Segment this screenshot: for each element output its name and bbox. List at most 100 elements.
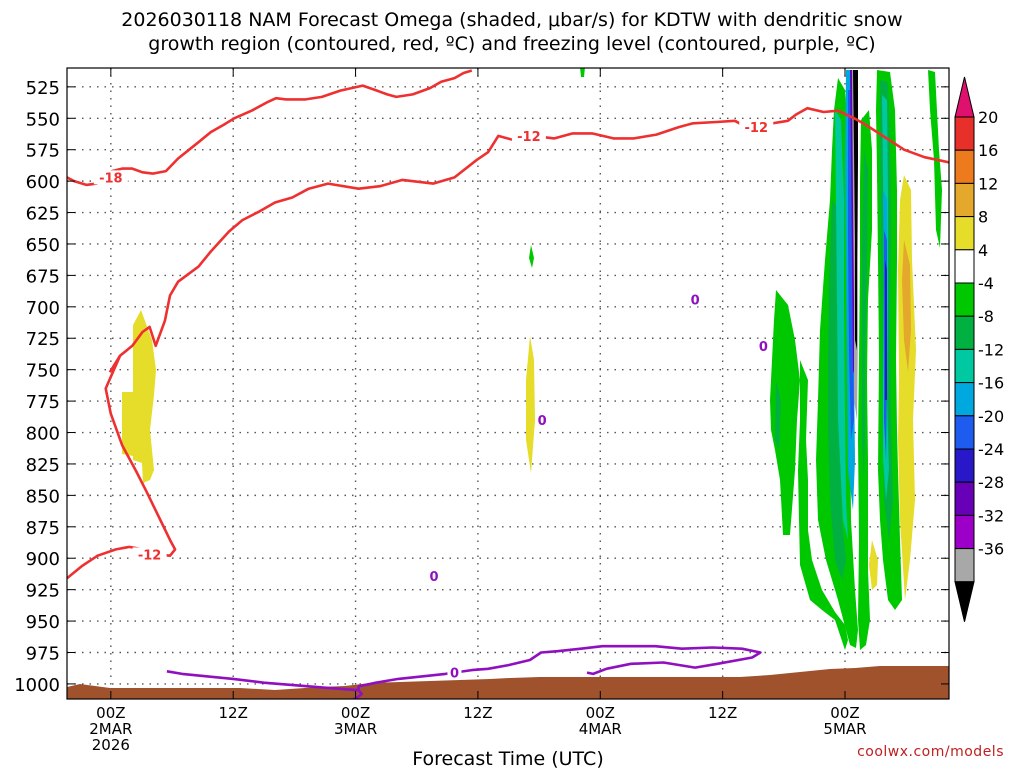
omega-positive-region xyxy=(869,540,878,590)
colorbar-segment xyxy=(954,448,975,483)
omega-positive-region xyxy=(902,240,911,372)
colorbar-segment xyxy=(954,315,975,350)
contour-lines xyxy=(67,69,949,699)
contour-series-3 xyxy=(357,644,762,691)
colorbar-label: 4 xyxy=(978,241,988,260)
contour-series-0 xyxy=(67,69,473,187)
colorbar-label: -36 xyxy=(978,540,1004,559)
contour-label-background xyxy=(535,412,550,427)
colorbar-segment xyxy=(954,116,975,151)
colorbar-label: 16 xyxy=(978,141,998,160)
y-axis: 525 550 575 600 625 650 675 700 725 750 775 800 825 8… xyxy=(14,78,949,696)
y-tick-label: 700 xyxy=(26,298,60,319)
x-tick-label: 00Z xyxy=(96,704,125,722)
y-tick-label: 625 xyxy=(26,204,60,225)
contour-label-background xyxy=(93,170,128,185)
colorbar: 20 16 12 8 4 -4 -8 -12 -16 -20 -24 -28 -32 -36 xyxy=(954,76,1004,622)
contour-labels: -18 -12 -12 -12 0 0 0 0 0 xyxy=(93,120,774,682)
omega-negative-region xyxy=(862,150,868,480)
contour-label: -12 xyxy=(745,121,769,136)
x-tick-label: 5MAR xyxy=(823,720,866,738)
omega-negative-region xyxy=(828,200,846,580)
colorbar-segment xyxy=(954,282,975,317)
colorbar-bottom-arrow xyxy=(954,581,975,622)
omega-negative-region xyxy=(770,290,800,535)
x-tick-label: 00Z xyxy=(341,704,370,722)
colorbar-segment xyxy=(954,149,975,184)
x-tick-label: 12Z xyxy=(463,704,492,722)
omega-negative-region xyxy=(848,90,854,440)
y-tick-label: 775 xyxy=(26,392,60,413)
terrain-ground xyxy=(67,666,949,699)
x-tick-label: 3MAR xyxy=(334,720,377,738)
y-tick-label: 750 xyxy=(26,361,60,382)
y-tick-label: 550 xyxy=(26,109,60,130)
contour-label: -12 xyxy=(517,130,541,145)
y-tick-label: 950 xyxy=(26,612,60,633)
contour-label-background xyxy=(427,568,442,583)
y-tick-label: 800 xyxy=(26,424,60,445)
x-tick-label: 00Z xyxy=(830,704,859,722)
y-tick-label: 900 xyxy=(26,549,60,570)
contour-series-1 xyxy=(108,106,949,373)
y-tick-label: 675 xyxy=(26,266,60,287)
colorbar-label: 8 xyxy=(978,208,988,227)
colorbar-segment xyxy=(954,481,975,516)
y-tick-label: 850 xyxy=(26,486,60,507)
chart-title-line-2: growth region (contoured, red, ºC) and f… xyxy=(148,33,876,55)
y-tick-label: 600 xyxy=(26,172,60,193)
colorbar-label: 12 xyxy=(978,174,998,193)
plot-frame xyxy=(66,67,950,700)
site-credit: coolwx.com/models xyxy=(857,744,1004,760)
colorbar-segment xyxy=(954,182,975,218)
y-tick-label: 1000 xyxy=(14,675,60,696)
colorbar-label: -24 xyxy=(978,440,1004,459)
contour-label: 0 xyxy=(538,414,547,429)
y-tick-label: 975 xyxy=(26,643,60,664)
y-tick-label: 925 xyxy=(26,581,60,602)
colorbar-top-arrow xyxy=(954,76,975,118)
contour-label-background xyxy=(739,120,774,135)
contour-label-background xyxy=(756,338,771,353)
x-tick-label: 4MAR xyxy=(579,720,622,738)
x-tick-label: 12Z xyxy=(219,704,248,722)
omega-shading xyxy=(122,68,942,650)
omega-negative-region xyxy=(835,110,848,540)
colorbar-segment xyxy=(954,348,975,384)
contour-label: 0 xyxy=(430,570,439,585)
x-tick-label: 00Z xyxy=(586,704,615,722)
x-tick-label: 12Z xyxy=(708,704,737,722)
omega-negative-region xyxy=(580,68,585,77)
colorbar-segment xyxy=(954,382,975,417)
chart-title-line-1: 2026030118 NAM Forecast Omega (shaded, μ… xyxy=(121,9,903,31)
colorbar-label: -16 xyxy=(978,374,1004,393)
contour-label-background xyxy=(447,665,462,680)
omega-negative-region xyxy=(775,380,781,450)
x-axis-label: Forecast Time (UTC) xyxy=(412,748,603,768)
omega-positive-region xyxy=(526,336,535,473)
contour-label: -12 xyxy=(138,548,162,563)
contour-label: 0 xyxy=(759,340,768,355)
contour-label: -18 xyxy=(99,171,123,186)
contour-series-5 xyxy=(166,670,359,692)
contour-label: 0 xyxy=(691,293,700,308)
y-tick-label: 525 xyxy=(26,78,60,99)
colorbar-label: 20 xyxy=(978,108,998,127)
colorbar-segment xyxy=(954,415,975,450)
colorbar-label: -32 xyxy=(978,506,1004,525)
y-tick-label: 875 xyxy=(26,518,60,539)
y-tick-label: 725 xyxy=(26,329,60,350)
contour-label-background xyxy=(132,547,167,562)
contour-label-background xyxy=(511,128,546,143)
colorbar-label: -28 xyxy=(978,473,1004,492)
contour-series-2 xyxy=(67,355,177,580)
omega-negative-region xyxy=(885,260,887,400)
colorbar-label: -20 xyxy=(978,407,1004,426)
omega-positive-region xyxy=(122,310,156,483)
omega-negative-region xyxy=(853,70,858,350)
colorbar-label: -4 xyxy=(978,274,994,293)
x-tick-label: 2MAR xyxy=(89,720,132,738)
colorbar-segment xyxy=(954,216,975,251)
